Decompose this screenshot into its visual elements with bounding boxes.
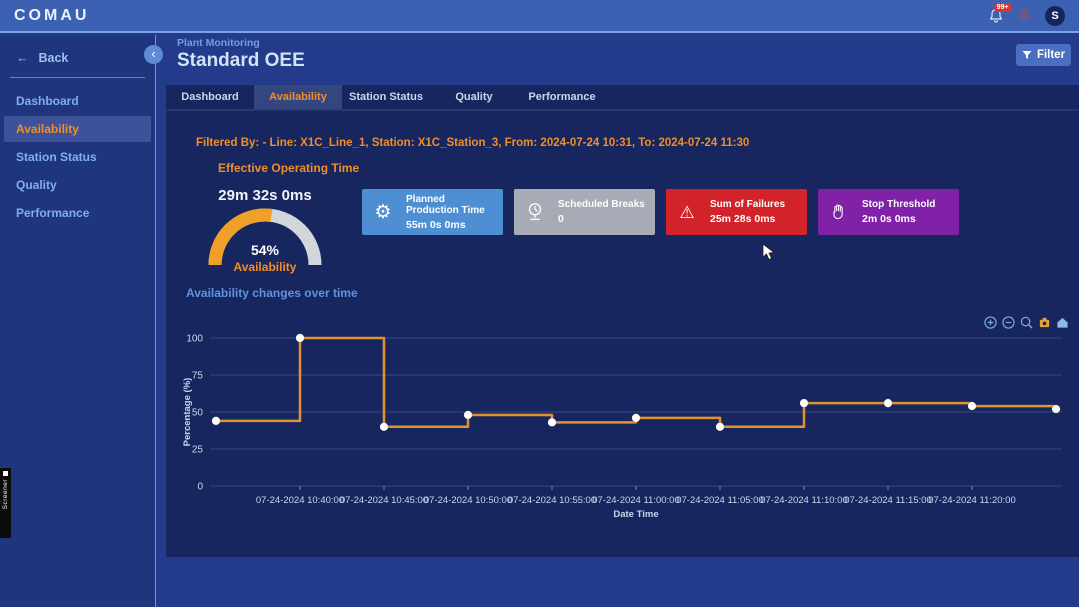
svg-text:07-24-2024 10:45:00: 07-24-2024 10:45:00 xyxy=(340,495,428,506)
tab-quality[interactable]: Quality xyxy=(455,91,493,103)
top-bar: COMAU 99+ ⚙ S xyxy=(0,0,1079,33)
back-button[interactable]: ← Back xyxy=(0,35,155,77)
card-title: Sum of Failures xyxy=(710,199,786,210)
svg-text:07-24-2024 10:40:00: 07-24-2024 10:40:00 xyxy=(256,495,344,506)
svg-text:07-24-2024 11:10:00: 07-24-2024 11:10:00 xyxy=(760,495,848,506)
card-planned-production-time: ⚙ Planned Production Time 55m 0s 0ms xyxy=(362,189,503,235)
gauge-label: Availability xyxy=(233,260,297,274)
card-value: 2m 0s 0ms xyxy=(862,213,916,225)
sidebar-item-availability[interactable]: Availability xyxy=(4,116,151,142)
svg-text:Percentage (%): Percentage (%) xyxy=(182,378,193,447)
card-value: 25m 28s 0ms xyxy=(710,213,776,225)
tab-dashboard[interactable]: Dashboard xyxy=(181,91,239,103)
sidebar-item-dashboard[interactable]: Dashboard xyxy=(16,94,79,108)
svg-text:0: 0 xyxy=(197,482,203,493)
ribbon-label: Screener xyxy=(2,479,9,510)
back-arrow-icon: ← xyxy=(16,51,29,65)
effective-operating-time-title: Effective Operating Time xyxy=(218,161,360,175)
user-avatar[interactable]: S xyxy=(1045,5,1065,26)
funnel-icon xyxy=(1022,50,1032,60)
content-panel: Dashboard Availability Station Status Qu… xyxy=(166,85,1079,557)
svg-text:07-24-2024 11:15:00: 07-24-2024 11:15:00 xyxy=(844,495,932,506)
sidebar-collapse-button[interactable]: ‹ xyxy=(144,45,163,64)
card-value: 0 xyxy=(558,213,564,225)
tab-bar: Dashboard Availability Station Status Qu… xyxy=(166,85,1079,111)
availability-chart[interactable]: 0 25 50 75 100 Percentage (%) 07-24-2024 10:40… xyxy=(166,313,1079,525)
tab-station-status[interactable]: Station Status xyxy=(349,91,423,103)
page-title: Standard OEE xyxy=(177,50,305,71)
card-title: Planned Production Time xyxy=(406,193,485,216)
svg-text:07-24-2024 11:05:00: 07-24-2024 11:05:00 xyxy=(676,495,764,506)
availability-percent: 54% xyxy=(250,242,280,258)
svg-text:07-24-2024 11:20:00: 07-24-2024 11:20:00 xyxy=(928,495,1016,506)
filter-button-label: Filter xyxy=(1036,49,1066,61)
gear-icon: ⚙ xyxy=(374,201,392,223)
svg-text:07-24-2024 10:55:00: 07-24-2024 10:55:00 xyxy=(508,495,596,506)
svg-text:50: 50 xyxy=(192,408,204,419)
sidebar-item-station-status[interactable]: Station Status xyxy=(16,150,97,164)
card-scheduled-breaks: Scheduled Breaks 0 xyxy=(514,189,655,235)
sidebar-divider xyxy=(10,77,145,78)
filter-button[interactable]: Filter xyxy=(1016,44,1071,66)
card-title: Stop Threshold xyxy=(862,199,936,210)
side-ribbon-tab[interactable]: Screener xyxy=(0,468,11,538)
svg-text:Date Time: Date Time xyxy=(613,509,658,520)
tab-availability[interactable]: Availability xyxy=(254,85,342,109)
operating-time-value: 29m 32s 0ms xyxy=(218,187,312,204)
zoom-in-icon[interactable] xyxy=(984,316,997,329)
home-icon[interactable] xyxy=(1056,316,1069,329)
notification-badge: 99+ xyxy=(993,2,1012,12)
card-title: Scheduled Breaks xyxy=(558,199,645,210)
svg-text:07-24-2024 11:00:00: 07-24-2024 11:00:00 xyxy=(592,495,680,506)
svg-text:25: 25 xyxy=(192,445,204,456)
break-clock-icon xyxy=(522,201,548,223)
sidebar-item-quality[interactable]: Quality xyxy=(16,178,57,192)
warning-icon: ⚠ xyxy=(679,202,695,222)
hand-icon xyxy=(826,202,852,222)
zoom-out-icon[interactable] xyxy=(1002,316,1015,329)
svg-text:07-24-2024 10:50:00: 07-24-2024 10:50:00 xyxy=(424,495,512,506)
filters-summary: Filtered By: - Line: X1C_Line_1, Station… xyxy=(196,137,750,149)
notifications-button[interactable]: 99+ xyxy=(988,2,1012,24)
settings-gear-icon[interactable]: ⚙ xyxy=(1017,7,1031,24)
svg-text:75: 75 xyxy=(192,371,204,382)
breadcrumb: Plant Monitoring xyxy=(177,37,260,49)
comau-logo: COMAU xyxy=(14,6,90,24)
ribbon-icon xyxy=(3,471,8,476)
chart-toolbar xyxy=(984,316,1069,329)
bell-icon xyxy=(988,8,1004,28)
tab-performance[interactable]: Performance xyxy=(528,91,596,103)
svg-text:100: 100 xyxy=(186,334,203,345)
back-label: Back xyxy=(38,51,69,65)
card-sum-of-failures: ⚠ Sum of Failures 25m 28s 0ms xyxy=(666,189,807,235)
card-value: 55m 0s 0ms xyxy=(406,218,466,231)
card-stop-threshold: Stop Threshold 2m 0s 0ms xyxy=(818,189,959,235)
chart-section-title: Availability changes over time xyxy=(186,286,358,300)
sidebar: ← Back Dashboard Availability Station St… xyxy=(0,35,156,607)
download-icon[interactable] xyxy=(1038,316,1051,329)
sidebar-item-performance[interactable]: Performance xyxy=(16,206,90,220)
availability-gauge xyxy=(208,208,322,266)
search-zoom-icon[interactable] xyxy=(1020,316,1033,329)
